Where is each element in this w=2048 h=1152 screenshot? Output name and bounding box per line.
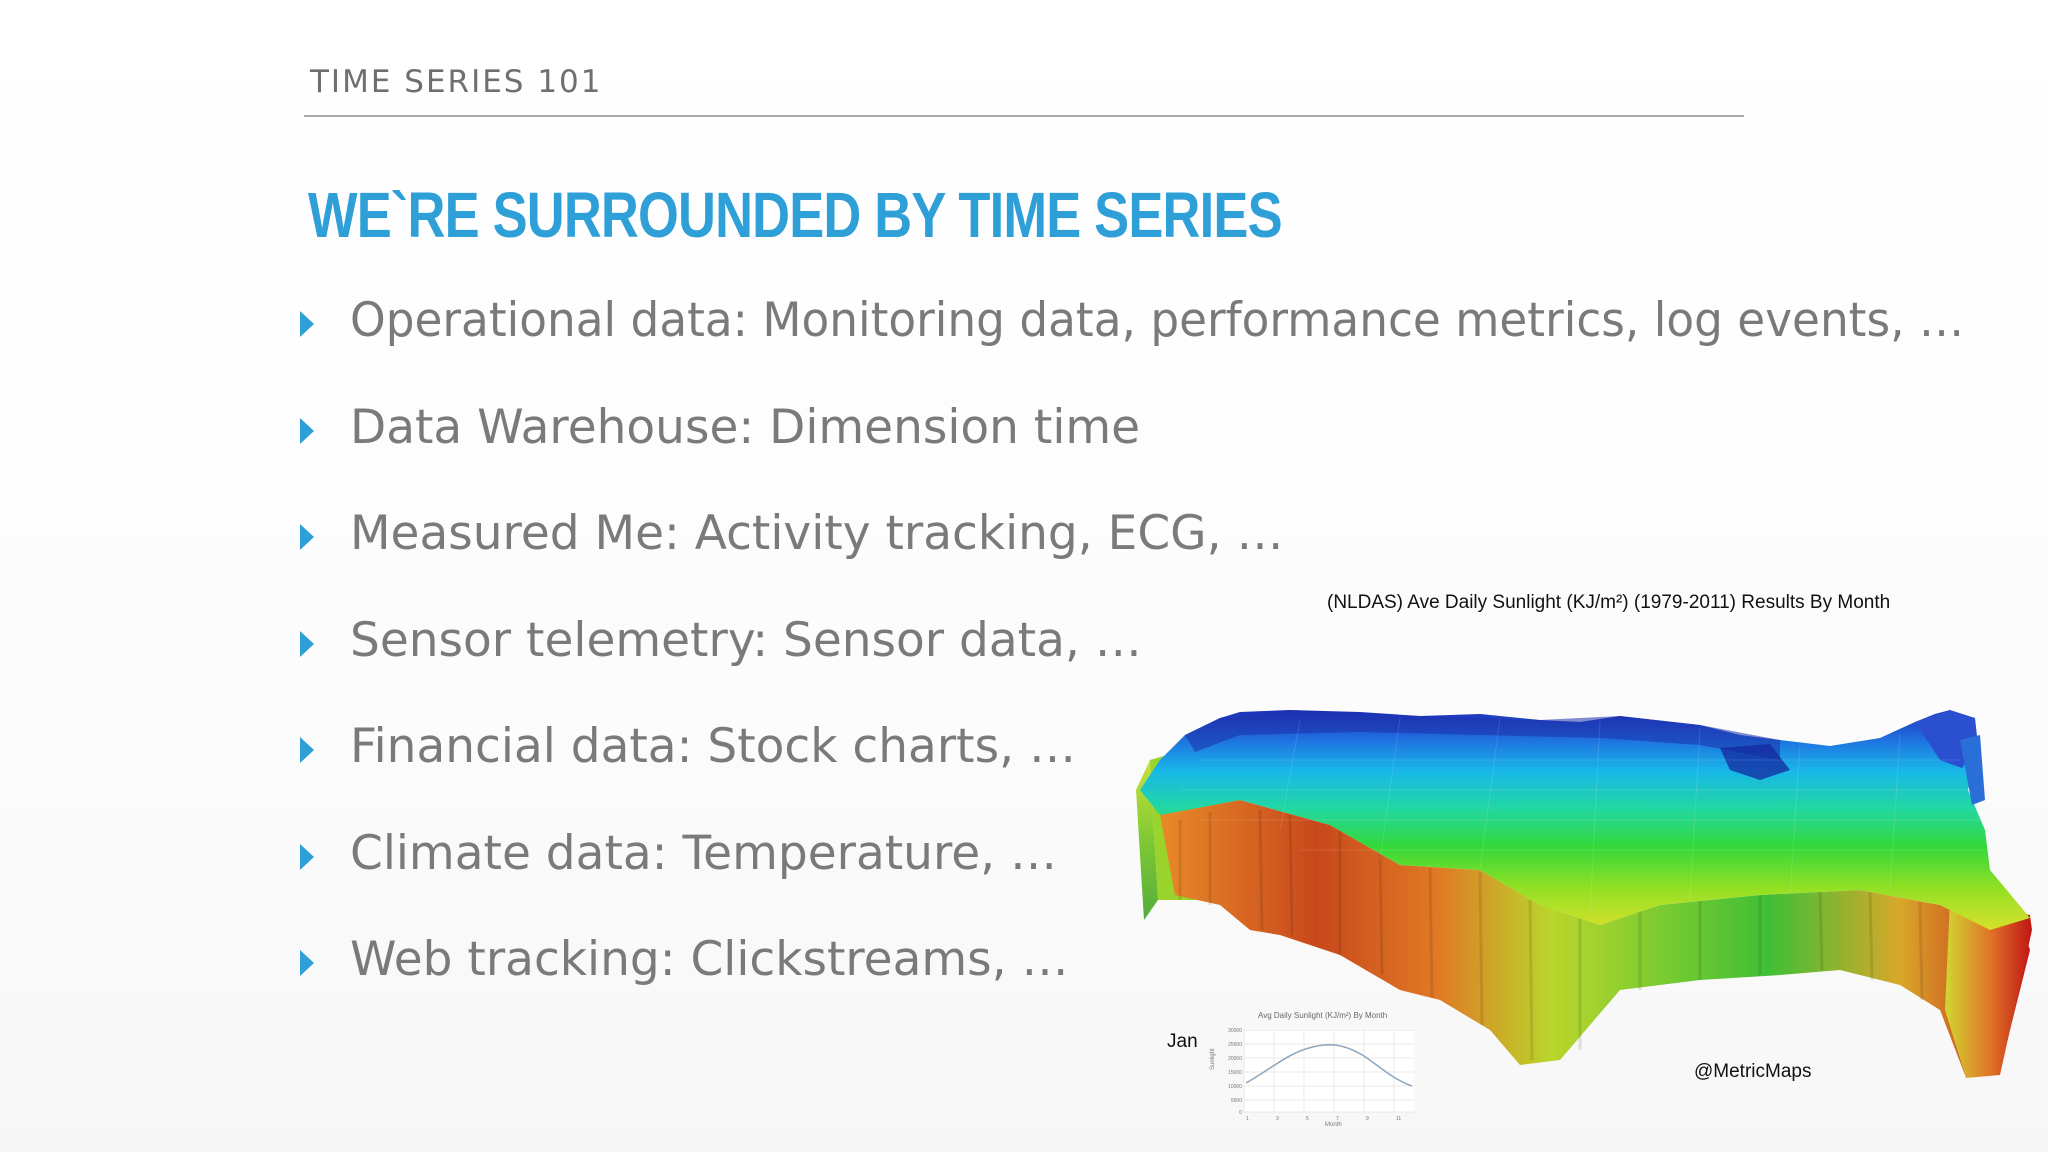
- bullet-text: Climate data: Temperature, …: [350, 825, 1058, 881]
- map-month-label: Jan: [1167, 1031, 1198, 1052]
- us-sunlight-relief-map: [1136, 710, 2032, 1078]
- mini-xtick: 1: [1246, 1116, 1249, 1122]
- mini-xtick: 9: [1366, 1116, 1369, 1122]
- triangle-bullet-icon: [300, 498, 350, 550]
- mini-ytick: 0: [1239, 1110, 1242, 1116]
- bullet-item: Sensor telemetry: Sensor data, …: [300, 605, 2030, 712]
- bullet-text: Sensor telemetry: Sensor data, …: [350, 612, 1142, 668]
- mini-xtick: 11: [1396, 1116, 1401, 1122]
- mini-ytick: 15000: [1228, 1070, 1242, 1076]
- mini-ytick: 10000: [1228, 1084, 1242, 1090]
- mini-xtick: 3: [1276, 1116, 1279, 1122]
- section-header: TIME SERIES 101: [310, 64, 603, 100]
- triangle-bullet-icon: [300, 924, 350, 976]
- mini-xtick: 5: [1306, 1116, 1309, 1122]
- bullet-text: Measured Me: Activity tracking, ECG, …: [350, 506, 1284, 561]
- mini-chart-ylabel: Sunlight: [1210, 1048, 1216, 1070]
- bullet-text: Operational data: Monitoring data, perfo…: [350, 293, 1965, 348]
- mini-ytick: 5000: [1231, 1098, 1242, 1104]
- triangle-bullet-icon: [300, 605, 350, 657]
- mini-chart-title: Avg Daily Sunlight (KJ/m²) By Month: [1258, 1011, 1388, 1020]
- bullet-text: Data Warehouse: Dimension time: [350, 399, 1141, 455]
- bullet-list: Operational data: Monitoring data, perfo…: [300, 285, 2030, 1031]
- map-caption: (NLDAS) Ave Daily Sunlight (KJ/m²) (1979…: [1327, 592, 1891, 613]
- bullet-item: Climate data: Temperature, …: [300, 818, 2030, 925]
- bullet-text: Web tracking: Clickstreams, …: [350, 932, 1069, 987]
- mini-ytick: 20000: [1228, 1056, 1242, 1062]
- bullet-item: Operational data: Monitoring data, perfo…: [300, 285, 2030, 392]
- mini-ytick: 25000: [1228, 1042, 1242, 1048]
- triangle-bullet-icon: [300, 392, 350, 444]
- mini-xtick: 7: [1336, 1116, 1339, 1122]
- triangle-bullet-icon: [300, 711, 350, 763]
- bullet-text: Financial data: Stock charts, …: [350, 719, 1076, 774]
- bullet-item: Web tracking: Clickstreams, …: [300, 924, 2030, 1031]
- triangle-bullet-icon: [300, 818, 350, 870]
- triangle-bullet-icon: [300, 285, 350, 337]
- mini-chart-xlabel: Month: [1325, 1122, 1342, 1128]
- bullet-item: Financial data: Stock charts, …: [300, 711, 2030, 818]
- mini-sunlight-chart: 30000 25000 20000 15000 10000 5000 0 1 3…: [1228, 1028, 1414, 1122]
- mini-ytick: 30000: [1228, 1028, 1242, 1034]
- map-credit: @MetricMaps: [1694, 1061, 1812, 1082]
- header-divider: [304, 115, 1744, 117]
- bullet-item: Measured Me: Activity tracking, ECG, …: [300, 498, 2030, 605]
- slide-title: WE`RE SURROUNDED BY TIME SERIES: [308, 179, 1283, 251]
- bullet-item: Data Warehouse: Dimension time: [300, 392, 2030, 499]
